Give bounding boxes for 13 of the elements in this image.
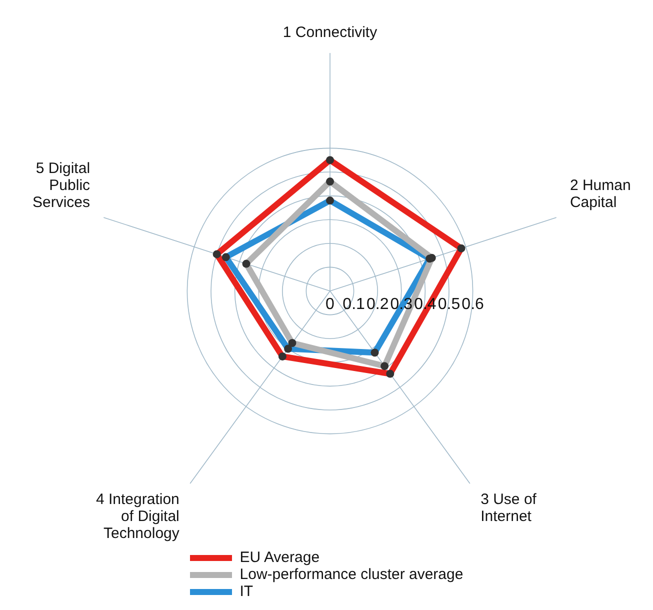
spoke-label: 2 Human Capital [570,176,631,211]
spoke-label: 4 Integration of Digital Technology [96,491,180,542]
spoke-label: 1 Connectivity [282,24,378,41]
legend-label: Low-performance cluster average [240,566,464,583]
legend-label: EU Average [240,549,320,566]
y-tick-label: 0 [326,296,335,313]
spoke-label: 5 Digital Public Services [32,160,91,211]
y-tick-label: 0.2 [366,296,389,313]
legend-label: IT [240,583,254,600]
spoke-label: 3 Use of Internet [480,491,538,526]
y-tick-label: 0.1 [342,296,366,313]
y-tick-label: 0.6 [462,296,484,313]
y-tick-label: 0.5 [438,296,460,313]
